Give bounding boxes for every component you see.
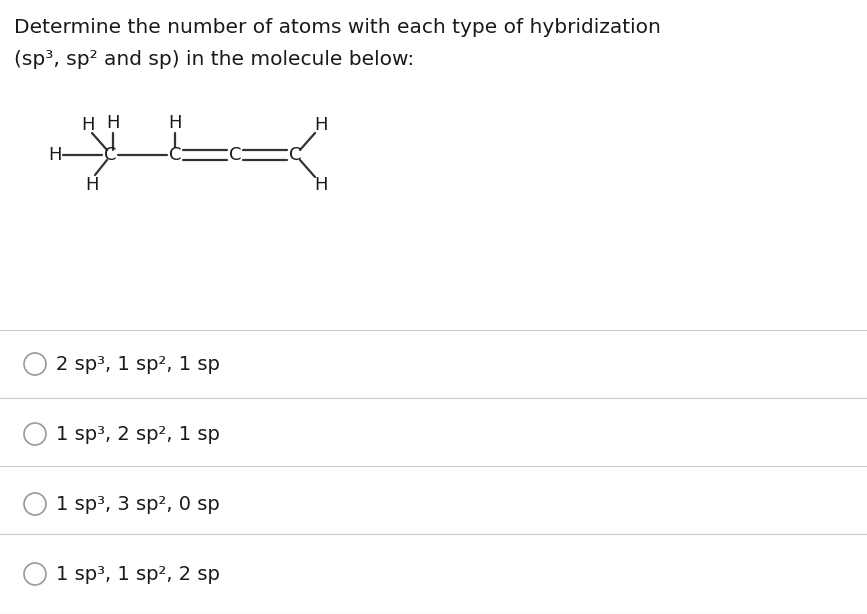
Text: C: C <box>104 146 116 164</box>
Text: 1 sp³, 3 sp², 0 sp: 1 sp³, 3 sp², 0 sp <box>56 494 219 513</box>
Text: H: H <box>49 146 62 164</box>
Text: H: H <box>314 176 328 194</box>
Text: H: H <box>168 114 182 132</box>
Text: Determine the number of atoms with each type of hybridization: Determine the number of atoms with each … <box>14 18 661 37</box>
Text: 1 sp³, 1 sp², 2 sp: 1 sp³, 1 sp², 2 sp <box>56 564 220 583</box>
Text: H: H <box>314 116 328 134</box>
Text: H: H <box>85 176 99 194</box>
Text: (sp³, sp² and sp) in the molecule below:: (sp³, sp² and sp) in the molecule below: <box>14 50 414 69</box>
Text: 2 sp³, 1 sp², 1 sp: 2 sp³, 1 sp², 1 sp <box>56 354 220 373</box>
Text: H: H <box>107 114 120 132</box>
Text: 1 sp³, 2 sp², 1 sp: 1 sp³, 2 sp², 1 sp <box>56 424 220 443</box>
Text: H: H <box>81 116 95 134</box>
Text: C: C <box>289 146 301 164</box>
Text: C: C <box>169 146 181 164</box>
Text: C: C <box>229 146 241 164</box>
